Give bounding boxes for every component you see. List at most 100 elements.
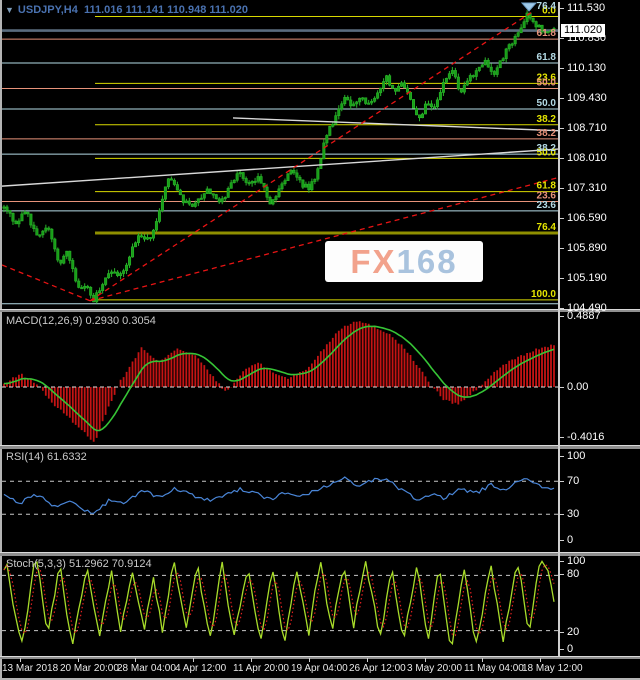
candle-body	[101, 284, 105, 291]
candle-body	[17, 220, 21, 225]
candle-body	[277, 188, 281, 197]
candle-body	[409, 91, 413, 100]
candle-body	[489, 66, 493, 72]
candle-body	[178, 189, 182, 196]
candle-body	[271, 199, 275, 205]
price-axis-tick	[560, 68, 564, 69]
candle-body	[2, 206, 6, 209]
candle-body	[289, 169, 293, 175]
candle-body	[59, 259, 63, 264]
white-trendline[interactable]	[232, 117, 558, 132]
chart-title: ▼ USDJPY,H4 111.016 111.141 110.948 111.0…	[5, 4, 248, 16]
candle-body	[480, 64, 484, 68]
candle-body	[429, 103, 433, 108]
red-dashed-trendline[interactable]	[89, 176, 558, 302]
red-dashed-trendline[interactable]	[89, 12, 532, 302]
chart-menu-triangle-icon[interactable]: ▼	[5, 5, 14, 15]
price-axis-tick	[560, 218, 564, 219]
macd-panel-canvas[interactable]	[0, 311, 640, 445]
separator-macd-rsi[interactable]	[0, 445, 640, 449]
candle-body	[35, 228, 39, 236]
salmon-fib-label: 61.8	[537, 28, 557, 39]
window-bottom-border	[0, 678, 640, 680]
price-axis-label: 108.010	[567, 152, 607, 164]
symbol-timeframe-label: USDJPY,H4	[17, 4, 78, 16]
candle-body	[110, 271, 114, 274]
candle-body	[462, 84, 466, 93]
separator-main-macd[interactable]	[0, 309, 640, 312]
time-axis-tick	[135, 658, 136, 662]
white-trendline[interactable]	[2, 148, 558, 187]
down-arrow-marker-icon[interactable]	[520, 2, 538, 12]
candle-body	[193, 202, 197, 207]
candle-body	[373, 97, 377, 102]
candle-body	[175, 184, 179, 191]
candle-body	[337, 108, 341, 116]
stoch-scale-tick	[560, 632, 564, 633]
candle-body	[406, 87, 410, 93]
candle-body	[292, 169, 296, 174]
candle-body	[471, 75, 475, 78]
lightblue-fib-label: 76.4	[537, 1, 557, 12]
candle-body	[346, 97, 350, 101]
price-axis-label: 104.490	[567, 302, 607, 314]
window-left-border	[0, 0, 2, 680]
yellow-fib-label: 38.2	[537, 114, 557, 125]
candle-body	[376, 92, 380, 99]
macd-scale-tick	[560, 387, 564, 388]
candle-body	[459, 88, 463, 93]
candle-body	[400, 82, 404, 87]
price-axis-tick	[560, 308, 564, 309]
candle-body	[265, 186, 269, 198]
separator-rsi-stoch[interactable]	[0, 552, 640, 556]
candle-body	[543, 31, 547, 34]
candle-body	[205, 188, 209, 194]
candle-body	[71, 260, 75, 269]
candle-body	[513, 35, 517, 45]
price-axis-label: 105.890	[567, 242, 607, 254]
rsi-header: RSI(14) 61.6332	[6, 451, 87, 463]
price-axis-tick	[560, 278, 564, 279]
candle-body	[202, 193, 206, 199]
candle-body	[29, 213, 33, 226]
rsi-scale-tick	[560, 481, 564, 482]
stoch-scale-label: 20	[567, 626, 580, 638]
candle-body	[510, 43, 514, 46]
candle-body	[137, 235, 141, 244]
time-axis-tick	[251, 658, 252, 662]
candle-body	[196, 198, 200, 204]
candle-body	[379, 87, 383, 94]
candle-body	[23, 211, 27, 215]
candle-body	[340, 103, 344, 110]
candle-body	[47, 227, 51, 230]
rsi-scale-label: 70	[567, 475, 580, 487]
candle-body	[68, 250, 72, 261]
candle-body	[450, 70, 454, 74]
price-axis-tick	[560, 38, 564, 39]
time-axis-label: 26 Apr 12:00	[349, 663, 406, 674]
candle-body	[420, 113, 424, 119]
macd-scale-tick	[560, 437, 564, 438]
candle-body	[522, 21, 526, 29]
main-chart-canvas[interactable]: 0.023.638.250.061.876.4100.061.850.038.2…	[0, 0, 640, 309]
candle-body	[116, 271, 120, 276]
macd-scale-label: -0.4016	[567, 431, 605, 443]
candle-body	[358, 97, 362, 103]
candle-body	[77, 280, 81, 288]
stoch-d-line	[3, 562, 555, 637]
candle-body	[172, 179, 176, 185]
time-axis-tick	[193, 658, 194, 662]
candle-body	[394, 88, 398, 92]
candle-body	[89, 286, 93, 296]
time-axis-label: 13 Mar 2018	[2, 663, 59, 674]
red-dashed-trendline[interactable]	[2, 264, 91, 302]
stoch-scale-label: 80	[567, 568, 580, 580]
salmon-fib-label: 50.0	[537, 78, 557, 89]
stoch-panel-canvas[interactable]	[0, 555, 640, 656]
candle-body	[468, 75, 472, 82]
stoch-scale-tick	[560, 561, 564, 562]
candle-body	[447, 73, 451, 79]
candle-body	[208, 188, 212, 194]
candle-body	[154, 221, 158, 231]
rsi-panel-canvas[interactable]	[0, 448, 640, 552]
